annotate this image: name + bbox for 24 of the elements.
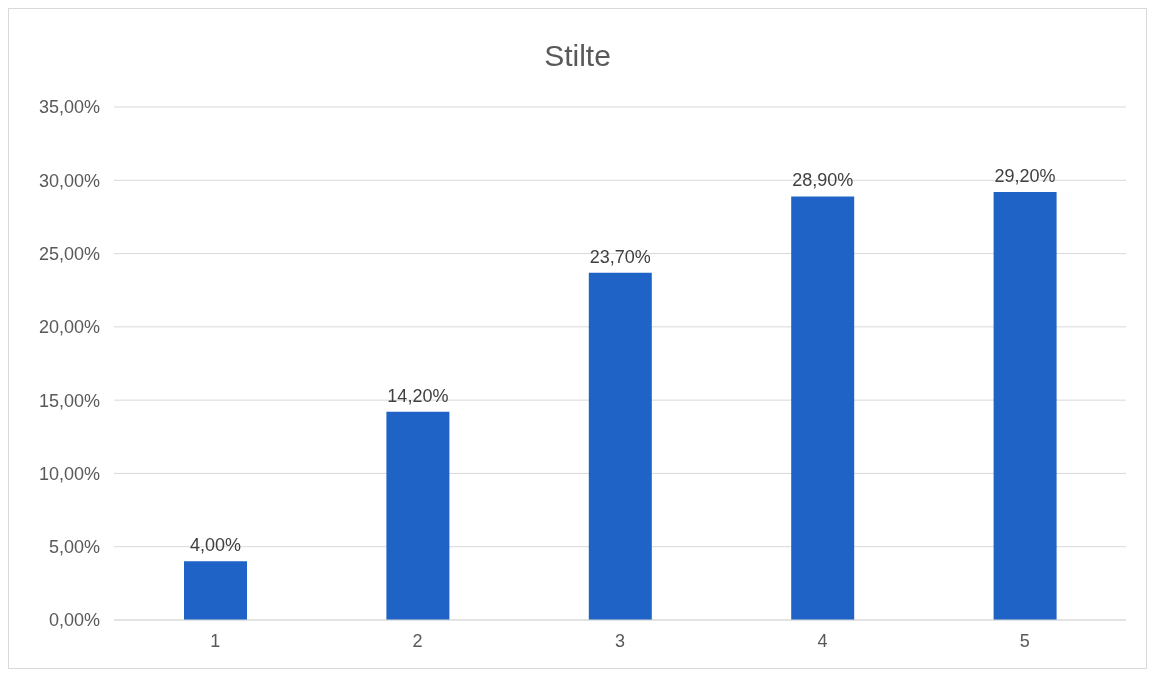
x-tick-label: 2 [412,630,423,651]
chart-title: Stilte [543,39,612,73]
y-tick-label: 30,00% [38,170,100,191]
data-label: 28,90% [792,170,854,191]
data-label: 14,20% [387,385,449,406]
bar [588,272,652,620]
data-label: 23,70% [589,246,651,267]
x-tick-label: 1 [210,630,221,651]
bar [184,561,247,620]
x-tick-label: 5 [1019,630,1030,651]
y-tick-label: 35,00% [38,97,100,118]
bar [386,411,450,620]
y-tick-label: 0,00% [48,610,100,631]
y-tick-label: 5,00% [48,537,100,558]
x-tick-label: 3 [614,630,626,651]
bar [993,192,1057,620]
data-label: 4,00% [189,535,242,556]
y-tick-label: 10,00% [38,463,100,484]
bar [791,196,855,620]
y-tick-label: 20,00% [38,317,100,338]
x-tick-label: 4 [817,630,828,651]
data-label: 29,20% [994,166,1056,187]
y-tick-label: 25,00% [38,243,100,264]
y-tick-label: 15,00% [38,390,100,411]
